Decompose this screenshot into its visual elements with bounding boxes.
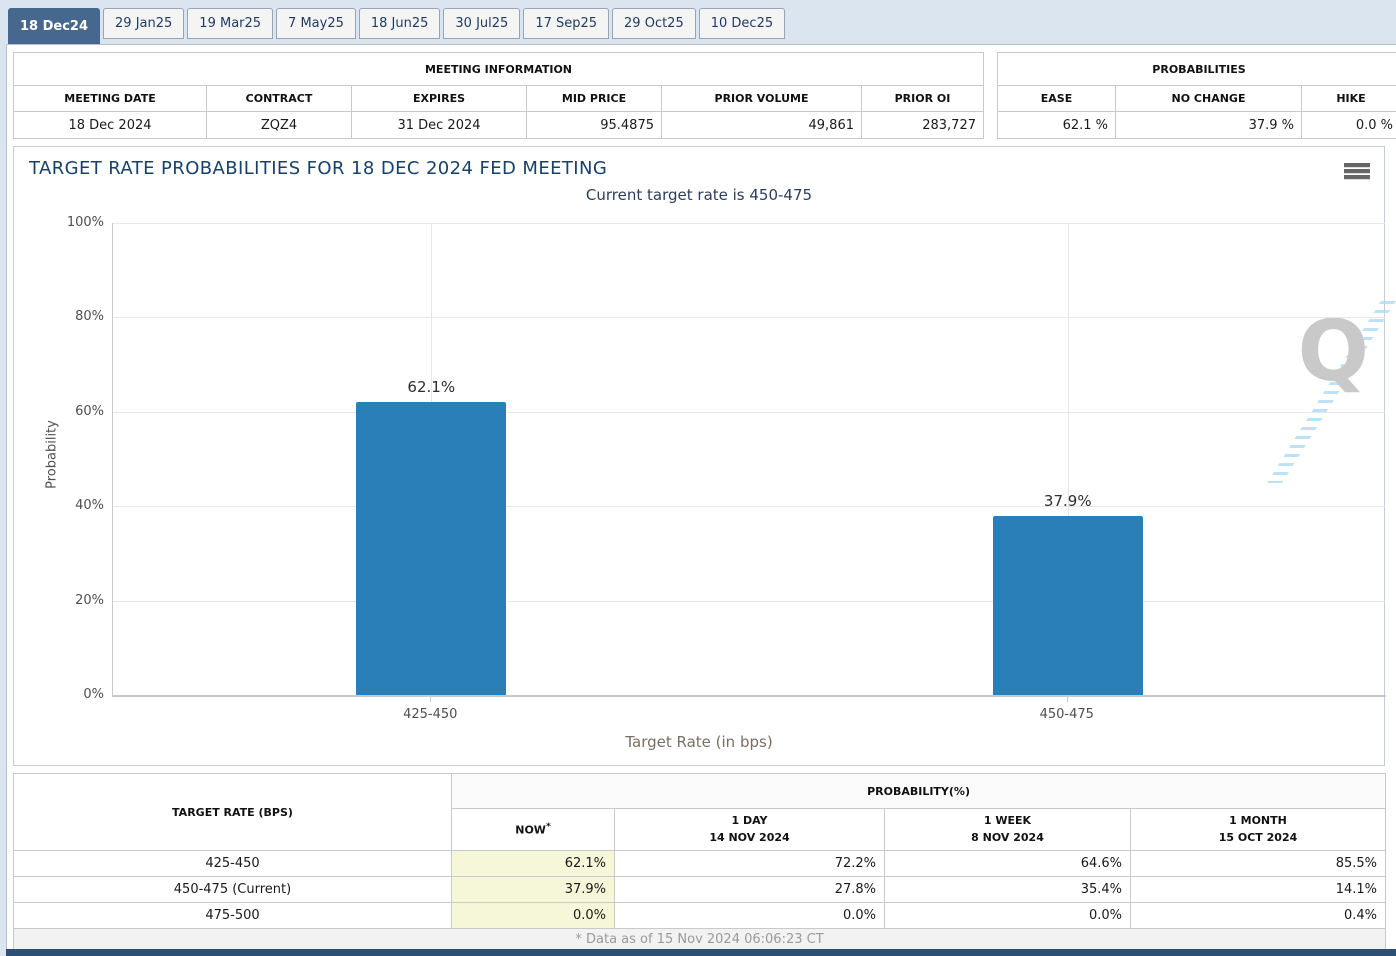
prob-cell: 72.2% [614, 850, 885, 877]
tab-bar: 18 Dec24 29 Jan25 19 Mar25 7 May25 18 Jun25 3… [0, 0, 1396, 44]
column-header: MEETING DATE [13, 85, 207, 112]
prob-data-row: 62.1 % 37.9 % 0.0 % [997, 111, 1396, 139]
x-axis-tick-label: 450-475 [1039, 707, 1094, 722]
plot-area: Q 62.1% 37.9% [112, 223, 1396, 695]
rate-cell: 475-500 [13, 902, 452, 929]
y-gridline [113, 506, 1385, 508]
y-axis-tick-label: 40% [75, 498, 104, 514]
bottom-table-wrap: TARGET RATE (BPS) PROBABILITY(%) NOW* 1 D… [12, 773, 1387, 950]
y-gridline [113, 317, 1385, 319]
y-axis-tick-label: 80% [75, 309, 104, 325]
menu-bar [1344, 163, 1370, 167]
prob-cell: 14.1% [1129, 876, 1387, 903]
info-row: MEETING INFORMATION MEETING DATE CONTRACT… [13, 52, 1396, 139]
y-axis-tick-label: 0% [83, 687, 104, 702]
data-cell: 0.0 % [1301, 111, 1396, 139]
y-axis-tick-label: 100% [66, 215, 104, 230]
quikstrike-watermark-icon: Q [1297, 302, 1369, 400]
bottom-blue-bar [6, 949, 1396, 956]
column-header: PRIOR VOLUME [661, 85, 862, 112]
chart-title: TARGET RATE PROBABILITIES FOR 18 DEC 202… [29, 158, 608, 179]
probabilities-title: PROBABILITIES [997, 52, 1396, 86]
sub-header: NOW* [451, 808, 615, 851]
tab-7-may25[interactable]: 7 May25 [276, 8, 356, 39]
chart-panel: TARGET RATE PROBABILITIES FOR 18 DEC 202… [13, 146, 1396, 766]
meeting-information-table: MEETING INFORMATION MEETING DATE CONTRACT… [13, 52, 984, 139]
tab-17-sep25[interactable]: 17 Sep25 [523, 8, 610, 39]
prob-cell: 0.0% [451, 902, 615, 929]
y-gridline [113, 223, 1385, 224]
chart-subtitle: Current target rate is 450-475 [585, 186, 813, 204]
x-gridline [1067, 223, 1069, 695]
prob-cell: 0.4% [1129, 902, 1387, 929]
bt-subheader-row: NOW* 1 DAY 14 NOV 2024 1 WEEK 8 NOV 2024 1 MO… [14, 808, 1387, 851]
meeting-data-row: 18 Dec 2024 ZQZ4 31 Dec 2024 95.4875 49,861 2… [13, 111, 984, 139]
bt-body: 425-450 62.1% 72.2% 64.6% 85.5% 450-475 (Curr… [13, 850, 1387, 929]
tab-30-jul25[interactable]: 30 Jul25 [443, 8, 521, 39]
sub-header: 1 MONTH 15 OCT 2024 [1129, 808, 1387, 851]
column-header: MID PRICE [526, 85, 662, 112]
data-cell: 18 Dec 2024 [13, 111, 207, 139]
tab-29-jan25[interactable]: 29 Jan25 [103, 8, 185, 39]
tab-19-mar25[interactable]: 19 Mar25 [187, 8, 274, 39]
y-gridline [113, 411, 1385, 413]
sub-header: 1 DAY 14 NOV 2024 [614, 808, 885, 851]
data-as-of-footnote: * Data as of 15 Nov 2024 06:06:23 CT [12, 928, 1387, 950]
probability-history-table: TARGET RATE (BPS) PROBABILITY(%) NOW* 1 D… [12, 773, 1387, 950]
probability-group-header: PROBABILITY(%) [450, 773, 1387, 809]
data-cell: 49,861 [661, 111, 862, 139]
probabilities-table: PROBABILITIES EASE NO CHANGE HIKE 62.1 % 37… [997, 52, 1396, 139]
probability-bar [992, 516, 1143, 695]
data-cell: ZQZ4 [206, 111, 352, 139]
prob-cell: 0.0% [614, 902, 885, 929]
x-axis-title: Target Rate (in bps) [625, 733, 773, 751]
column-header: HIKE [1301, 85, 1396, 112]
column-header: NO CHANGE [1115, 85, 1302, 112]
column-header: EASE [997, 85, 1116, 112]
sub-header: 1 WEEK 8 NOV 2024 [884, 808, 1131, 851]
column-header: PRIOR OI [861, 85, 984, 112]
rate-cell: 450-475 (Current) [13, 876, 452, 903]
prob-cell: 35.4% [884, 876, 1131, 903]
menu-bar [1344, 169, 1370, 173]
meeting-header-row: MEETING DATE CONTRACT EXPIRES MID PRICE PRIO… [13, 85, 984, 112]
data-cell: 95.4875 [526, 111, 662, 139]
tab-29-oct25[interactable]: 29 Oct25 [612, 8, 696, 39]
table-row: 450-475 (Current) 37.9% 27.8% 35.4% 14.1% [13, 876, 1387, 903]
prob-cell: 62.1% [451, 850, 615, 877]
prob-cell: 37.9% [451, 876, 615, 903]
data-cell: 62.1 % [997, 111, 1116, 139]
main-panel: MEETING INFORMATION MEETING DATE CONTRACT… [6, 44, 1396, 956]
probability-bar [356, 401, 507, 695]
bar-value-label: 62.1% [407, 377, 456, 396]
data-cell: 37.9 % [1115, 111, 1302, 139]
hamburger-menu-icon[interactable] [1344, 163, 1370, 181]
prob-cell: 0.0% [884, 902, 1131, 929]
menu-bar [1344, 175, 1370, 179]
tab-18-dec24[interactable]: 18 Dec24 [8, 8, 101, 44]
y-gridline [113, 600, 1385, 602]
meeting-information-title: MEETING INFORMATION [13, 52, 984, 86]
prob-header-row: EASE NO CHANGE HIKE [997, 85, 1396, 112]
prob-cell: 85.5% [1129, 850, 1387, 877]
tab-18-jun25[interactable]: 18 Jun25 [358, 8, 441, 39]
y-axis-tick-label: 20% [75, 592, 104, 608]
prob-cell: 64.6% [884, 850, 1131, 877]
x-axis-line [112, 695, 1386, 697]
x-axis-tick [430, 697, 432, 702]
bar-value-label: 37.9% [1043, 492, 1092, 511]
data-cell: 31 Dec 2024 [351, 111, 527, 139]
x-axis-tick-label: 425-450 [403, 707, 458, 722]
table-row: 475-500 0.0% 0.0% 0.0% 0.4% [13, 902, 1387, 929]
prob-cell: 27.8% [614, 876, 885, 903]
column-header: CONTRACT [206, 85, 352, 112]
y-axis-tick-label: 60% [75, 403, 104, 419]
x-axis-tick [1066, 697, 1068, 702]
column-header: EXPIRES [351, 85, 527, 112]
tab-10-dec25[interactable]: 10 Dec25 [698, 8, 786, 39]
table-row: 425-450 62.1% 72.2% 64.6% 85.5% [13, 850, 1387, 877]
data-cell: 283,727 [861, 111, 984, 139]
target-rate-header: TARGET RATE (BPS) [13, 773, 452, 851]
rate-cell: 425-450 [13, 850, 452, 877]
